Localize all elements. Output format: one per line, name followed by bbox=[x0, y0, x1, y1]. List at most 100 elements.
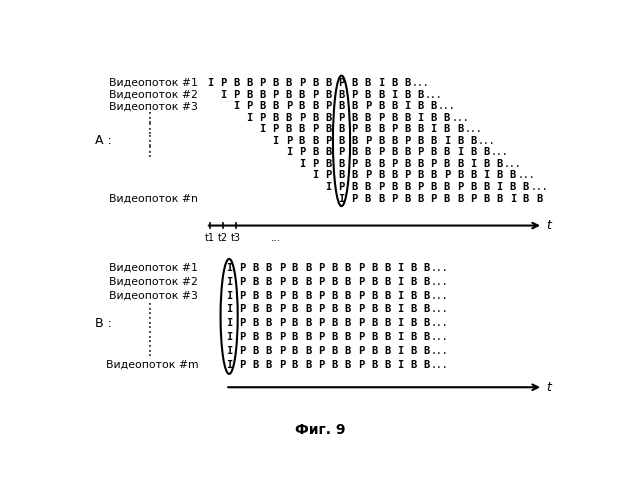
Text: B: B bbox=[523, 182, 529, 192]
Text: P: P bbox=[431, 194, 437, 203]
Text: B: B bbox=[417, 136, 424, 146]
Text: B: B bbox=[252, 360, 258, 370]
Text: B: B bbox=[417, 170, 424, 180]
Text: B: B bbox=[371, 332, 377, 342]
Text: Видеопоток #2: Видеопоток #2 bbox=[109, 90, 198, 100]
Text: I: I bbox=[397, 304, 404, 314]
Text: I: I bbox=[226, 277, 232, 287]
Text: B: B bbox=[325, 90, 331, 100]
Text: P: P bbox=[312, 124, 318, 134]
Text: B: B bbox=[344, 346, 351, 356]
Text: B: B bbox=[444, 182, 450, 192]
Text: B: B bbox=[457, 136, 463, 146]
Text: B: B bbox=[252, 263, 258, 273]
Text: B: B bbox=[424, 263, 430, 273]
Text: B: B bbox=[391, 136, 397, 146]
Text: ...: ... bbox=[431, 332, 449, 342]
Text: I: I bbox=[226, 290, 232, 300]
Text: B: B bbox=[378, 194, 384, 203]
Text: B: B bbox=[325, 148, 331, 158]
Text: B: B bbox=[252, 346, 258, 356]
Text: P: P bbox=[391, 124, 397, 134]
Text: Видеопоток #m: Видеопоток #m bbox=[105, 360, 198, 370]
Text: B: B bbox=[378, 170, 384, 180]
Text: I: I bbox=[338, 194, 344, 203]
Text: B: B bbox=[411, 318, 417, 328]
Text: Видеопоток #1: Видеопоток #1 bbox=[109, 78, 198, 88]
Text: I: I bbox=[226, 346, 232, 356]
Text: ...: ... bbox=[412, 78, 429, 88]
Text: B: B bbox=[444, 159, 450, 169]
Text: B: B bbox=[404, 90, 411, 100]
Text: P: P bbox=[299, 148, 305, 158]
Text: ...: ... bbox=[464, 124, 482, 134]
Text: B: B bbox=[523, 194, 529, 203]
Text: B: B bbox=[371, 277, 377, 287]
Text: P: P bbox=[233, 90, 239, 100]
Text: ...: ... bbox=[517, 170, 535, 180]
Text: B: B bbox=[286, 90, 292, 100]
Text: ...: ... bbox=[431, 277, 449, 287]
Text: B: B bbox=[391, 170, 397, 180]
Text: B: B bbox=[331, 346, 338, 356]
Text: B: B bbox=[351, 78, 358, 88]
Text: B: B bbox=[266, 360, 272, 370]
Text: P: P bbox=[338, 182, 344, 192]
Text: B: B bbox=[444, 113, 450, 122]
Text: B: B bbox=[246, 90, 252, 100]
Text: B: B bbox=[325, 159, 331, 169]
Text: P: P bbox=[239, 346, 245, 356]
Text: I: I bbox=[417, 113, 424, 122]
Text: P: P bbox=[351, 159, 358, 169]
Text: B: B bbox=[331, 263, 338, 273]
Text: B: B bbox=[331, 290, 338, 300]
Text: ...: ... bbox=[491, 148, 509, 158]
Text: B: B bbox=[431, 170, 437, 180]
Text: B: B bbox=[338, 170, 344, 180]
Text: B: B bbox=[364, 124, 371, 134]
Text: ...: ... bbox=[477, 136, 495, 146]
Text: B: B bbox=[457, 194, 463, 203]
Text: ⋮: ⋮ bbox=[143, 344, 157, 358]
Text: B: B bbox=[371, 360, 377, 370]
Text: P: P bbox=[286, 136, 292, 146]
Text: B: B bbox=[424, 277, 430, 287]
Text: B: B bbox=[497, 159, 503, 169]
Text: ⋮: ⋮ bbox=[143, 146, 157, 160]
Text: P: P bbox=[358, 318, 364, 328]
Text: P: P bbox=[312, 90, 318, 100]
Text: B: B bbox=[273, 78, 279, 88]
Text: B: B bbox=[266, 263, 272, 273]
Text: t2: t2 bbox=[218, 233, 228, 243]
Text: B: B bbox=[331, 318, 338, 328]
Text: P: P bbox=[364, 101, 371, 111]
Text: I: I bbox=[246, 113, 252, 122]
Text: B: B bbox=[305, 277, 311, 287]
Text: B: B bbox=[266, 277, 272, 287]
Text: B: B bbox=[384, 318, 391, 328]
Text: P: P bbox=[279, 290, 285, 300]
Text: P: P bbox=[239, 304, 245, 314]
Text: B: B bbox=[404, 124, 411, 134]
Text: ⋮: ⋮ bbox=[143, 316, 157, 330]
Text: B: B bbox=[233, 78, 239, 88]
Text: P: P bbox=[325, 136, 331, 146]
Text: B: B bbox=[411, 304, 417, 314]
Text: B: B bbox=[299, 124, 305, 134]
Text: P: P bbox=[318, 290, 324, 300]
Text: P: P bbox=[279, 332, 285, 342]
Text: I: I bbox=[207, 78, 213, 88]
Text: ...: ... bbox=[425, 90, 442, 100]
Text: B: B bbox=[444, 124, 450, 134]
Text: ...: ... bbox=[431, 263, 449, 273]
Text: P: P bbox=[279, 360, 285, 370]
Text: B :: B : bbox=[95, 317, 112, 330]
Text: B: B bbox=[510, 182, 516, 192]
Text: B: B bbox=[364, 90, 371, 100]
Text: B: B bbox=[404, 113, 411, 122]
Text: I: I bbox=[226, 318, 232, 328]
Text: B: B bbox=[312, 113, 318, 122]
Text: B: B bbox=[266, 318, 272, 328]
Text: P: P bbox=[286, 101, 292, 111]
Text: B: B bbox=[417, 101, 424, 111]
